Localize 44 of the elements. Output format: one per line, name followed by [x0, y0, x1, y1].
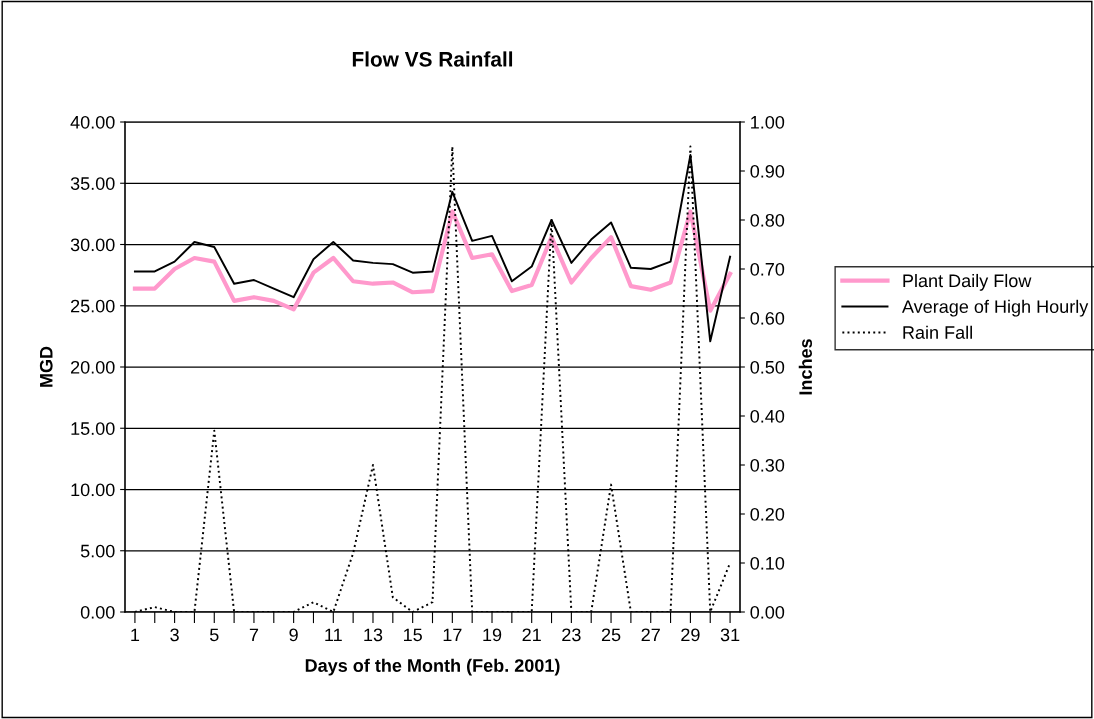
x-tick-label: 21 [522, 628, 541, 642]
x-tick-label: 25 [601, 628, 621, 642]
y2-tick-label: 0.00 [750, 605, 785, 619]
y2-tick-label: 1.00 [751, 115, 785, 129]
x-tick-label: 29 [681, 628, 700, 642]
x-tick-label: 7 [249, 628, 259, 642]
y-tick-label: 15.00 [71, 422, 115, 435]
x-tick-label: 15 [404, 628, 422, 642]
y-tick-label: 35.00 [70, 177, 115, 190]
y-tick-label: 30.00 [70, 238, 115, 252]
x-tick-label: 13 [364, 628, 383, 642]
x-tick-label: 23 [562, 628, 581, 642]
y-tick-label: 20.00 [71, 360, 115, 374]
y2-tick-label: 0.60 [750, 311, 785, 325]
y2-tick-label: 0.70 [750, 262, 785, 276]
y-tick-label: 40.00 [70, 115, 115, 129]
x-tick-label: 27 [641, 628, 660, 642]
legend-label: Average of High Hourly [901, 299, 1089, 317]
y2-tick-label: 0.80 [750, 213, 785, 227]
y2-tick-label: 0.10 [750, 556, 785, 570]
y2-tick-label: 0.50 [750, 360, 785, 374]
y-axis-title: MGD [39, 346, 53, 387]
y-tick-label: 0.00 [80, 605, 115, 619]
x-tick-label: 1 [131, 628, 140, 642]
x-tick-label: 5 [209, 628, 219, 642]
legend-label: Plant Daily Flow [903, 273, 1032, 291]
chart-title: Flow VS Rainfall [352, 51, 513, 67]
y2-tick-label: 0.20 [750, 507, 785, 521]
y2-tick-label: 0.40 [750, 409, 785, 423]
x-tick-label: 31 [720, 628, 740, 642]
y2-tick-label: 0.90 [750, 164, 785, 178]
x-tick-label: 17 [443, 628, 462, 642]
x-tick-label: 11 [325, 628, 342, 642]
y2-tick-label: 0.30 [750, 458, 785, 472]
x-tick-label: 3 [170, 628, 179, 642]
line-series [132, 209, 733, 313]
x-tick-label: 9 [289, 628, 298, 642]
y-tick-label: 5.00 [80, 544, 115, 558]
y-tick-label: 25.00 [71, 299, 115, 313]
y2-axis-title: Inches [798, 339, 813, 395]
x-axis-title: Days of the Month (Feb. 2001) [305, 658, 560, 676]
x-tick-label: 19 [483, 628, 502, 642]
legend-label: Rain Fall [903, 325, 972, 339]
y-tick-label: 10.00 [71, 483, 115, 497]
